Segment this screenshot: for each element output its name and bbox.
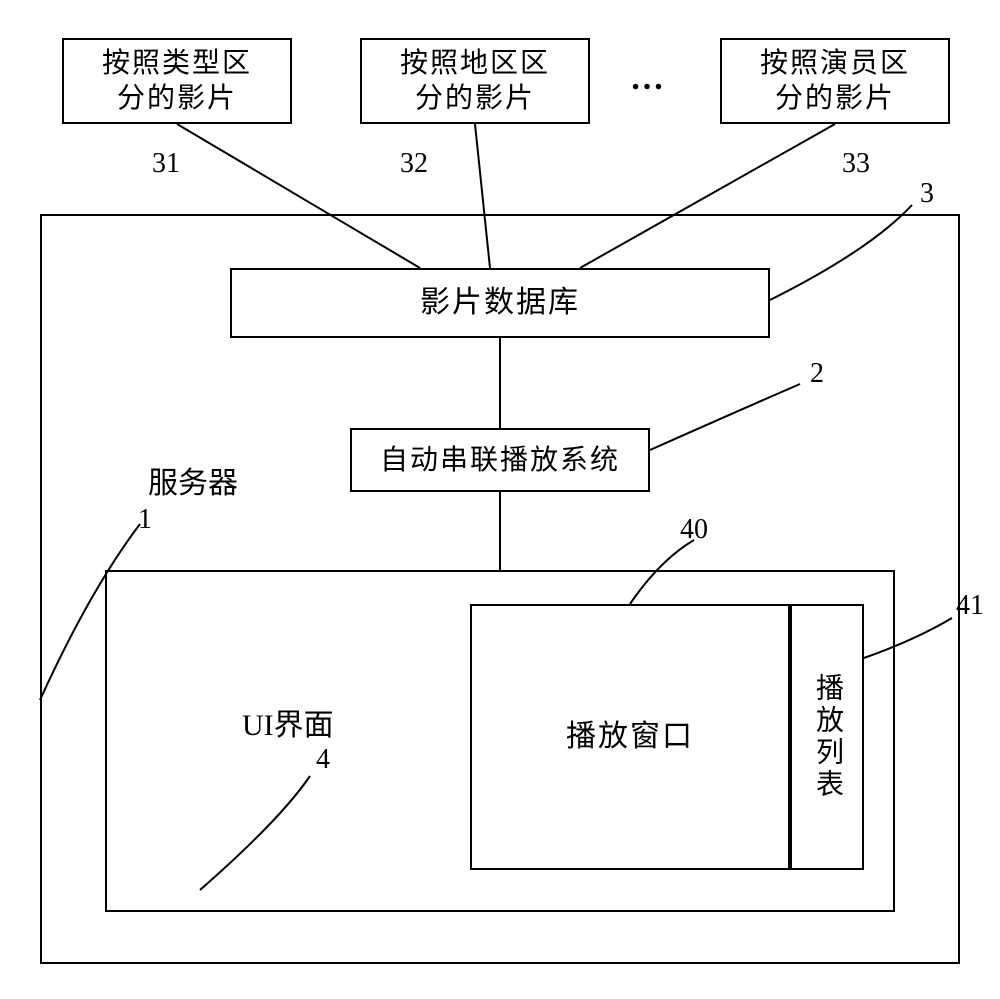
box-by-region: 按照地区区 分的影片 (360, 38, 590, 124)
db-label: 影片数据库 (420, 284, 580, 322)
playlist-box: 播放列表 (790, 604, 864, 870)
ref-41: 41 (956, 590, 984, 622)
ref-4: 4 (316, 744, 330, 776)
box-by-type: 按照类型区 分的影片 (62, 38, 292, 124)
autoplay-box: 自动串联播放系统 (350, 428, 650, 492)
box-by-region-line1: 按照地区区 (400, 48, 550, 79)
diagram-stage: 按照类型区 分的影片 按照地区区 分的影片 按照演员区 分的影片 … 影片数据库… (0, 0, 1000, 999)
box-by-type-line1: 按照类型区 (102, 48, 252, 79)
play-window-box: 播放窗口 (470, 604, 790, 870)
ellipsis-label: … (630, 60, 670, 98)
ref-1: 1 (138, 504, 152, 536)
server-label: 服务器 (148, 458, 238, 502)
box-by-type-line2: 分的影片 (117, 83, 237, 114)
ref-31: 31 (152, 148, 180, 180)
box-by-actor: 按照演员区 分的影片 (720, 38, 950, 124)
ref-3: 3 (920, 178, 934, 210)
box-by-actor-line2: 分的影片 (775, 83, 895, 114)
playlist-label: 播放列表 (807, 673, 847, 801)
box-by-region-line2: 分的影片 (415, 83, 535, 114)
ref-32: 32 (400, 148, 428, 180)
ui-title: UI界面 (242, 700, 334, 744)
ref-40: 40 (680, 514, 708, 546)
play-window-label: 播放窗口 (566, 718, 694, 756)
ref-33: 33 (842, 148, 870, 180)
box-by-actor-line1: 按照演员区 (760, 48, 910, 79)
db-box: 影片数据库 (230, 268, 770, 338)
autoplay-label: 自动串联播放系统 (380, 443, 620, 478)
ref-2: 2 (810, 358, 824, 390)
